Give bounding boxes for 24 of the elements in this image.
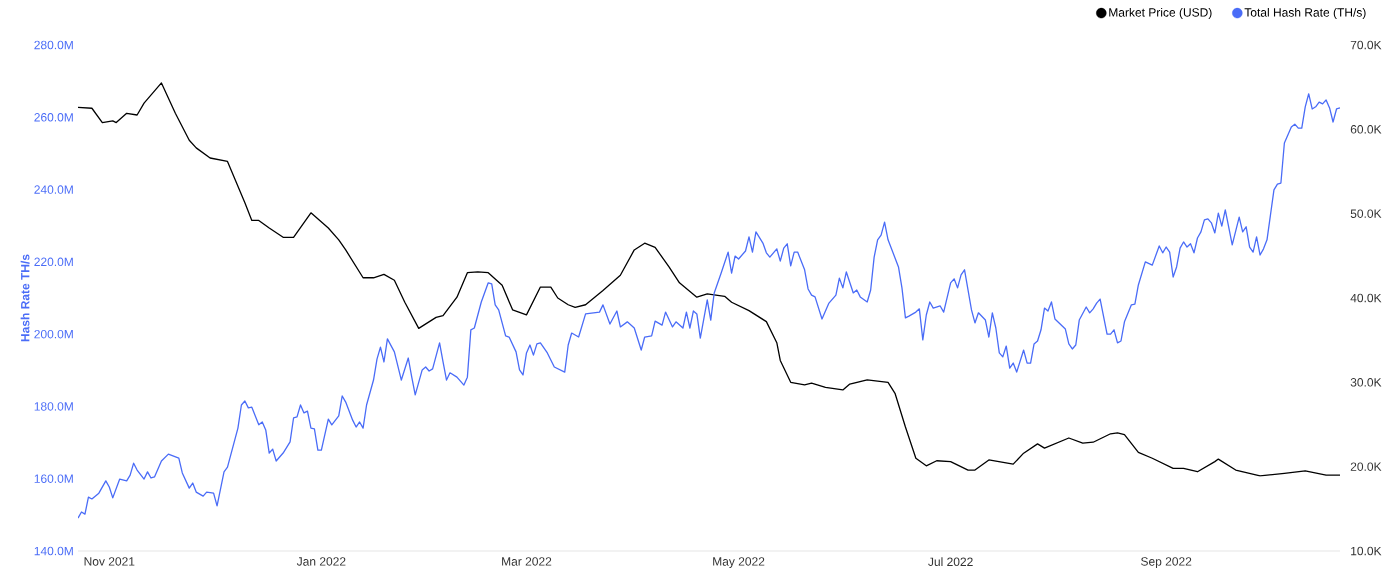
y-tick-label: 140.0M [34,546,73,556]
y2-tick-label: 10.0K [1351,546,1382,556]
legend-label: Total Hash Rate (TH/s) [1244,7,1366,20]
x-tick-label: May 2022 [713,557,765,569]
y-tick-label: 200.0M [34,329,73,339]
y2-tick-label: 20.0K [1350,462,1382,471]
y-tick-label: 260.0M [34,113,73,122]
y2-tick-label: 60.0K [1350,125,1382,134]
x-tick-label: Sep 2022 [1141,557,1192,569]
y2-tick-label: 30.0K [1350,378,1382,387]
x-tick-label: Mar 2022 [502,557,552,566]
x-tick-label: Jan 2022 [296,557,346,566]
y2-tick-label: 40.0K [1350,293,1382,303]
x-tick-label: Jul 2022 [928,557,973,567]
y-tick-label: 220.0M [34,257,73,267]
y2-tick-label: 50.0K [1350,209,1382,218]
y2-tick-label: 70.0K [1350,40,1382,50]
y-tick-label: 180.0M [34,402,73,411]
y-tick-label: 280.0M [34,40,73,50]
x-tick-label: Nov 2021 [84,557,135,566]
y-tick-label: 160.0M [34,474,73,483]
y-axis-title: Hash Rate TH/s [20,254,30,342]
y-tick-label: 240.0M [34,185,73,194]
legend-label: Market Price (USD) [1109,7,1212,20]
